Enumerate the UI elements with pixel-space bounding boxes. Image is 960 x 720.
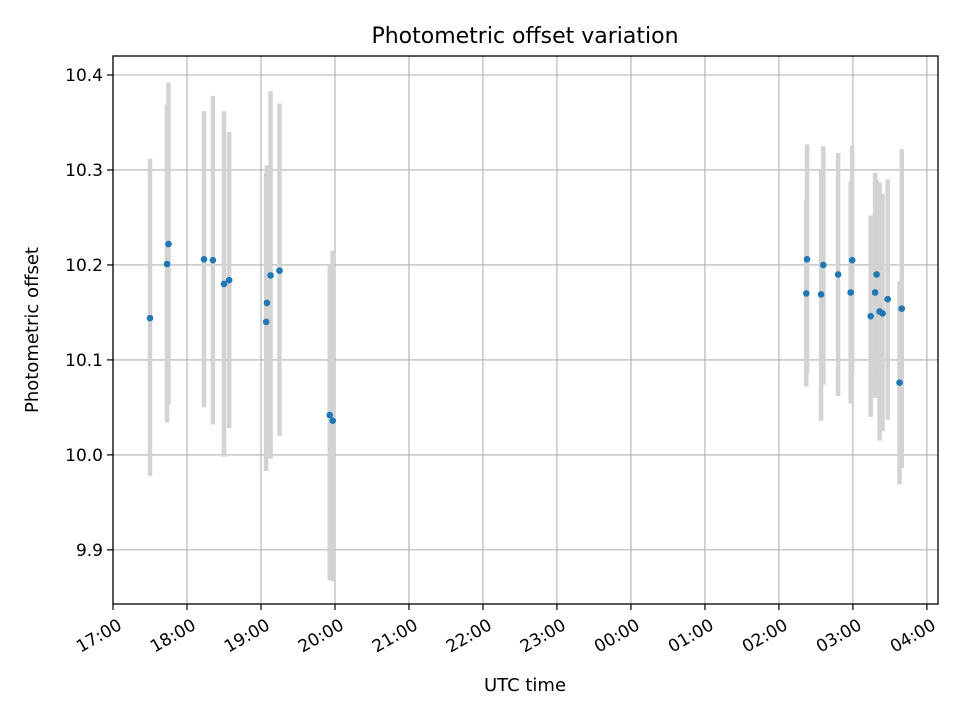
y-axis-ticks: 9.9 10.0 10.1 10.2 10.3 10.4 <box>65 66 113 561</box>
data-point <box>817 291 825 298</box>
data-point <box>848 256 856 264</box>
data-point <box>898 305 906 312</box>
grid-lines <box>112 56 938 604</box>
y-tick-label: 9.9 <box>76 541 103 561</box>
data-point <box>873 271 880 278</box>
data-point <box>220 280 228 288</box>
data-point <box>163 260 171 268</box>
chart-title: Photometric offset variation <box>371 24 678 49</box>
data-point <box>263 299 271 307</box>
data-points <box>146 240 906 425</box>
data-point <box>209 256 217 264</box>
data-point <box>834 271 842 278</box>
data-point <box>165 240 172 248</box>
y-tick-label: 10.2 <box>65 256 103 276</box>
x-tick-label: 03:00 <box>813 615 865 657</box>
x-tick-label: 17:00 <box>73 615 125 657</box>
data-point <box>267 272 274 279</box>
x-tick-label: 01:00 <box>665 615 717 657</box>
y-tick-label: 10.4 <box>65 66 103 86</box>
data-point <box>276 267 283 274</box>
data-point <box>867 312 874 320</box>
data-point <box>896 379 903 387</box>
data-point <box>200 255 208 263</box>
x-tick-label: 04:00 <box>887 615 939 657</box>
data-point <box>225 276 233 284</box>
x-tick-label: 22:00 <box>443 615 495 657</box>
x-tick-label: 20:00 <box>295 615 347 657</box>
data-point <box>847 289 854 296</box>
data-point <box>803 255 811 263</box>
y-tick-label: 10.1 <box>65 351 103 371</box>
error-bars <box>147 82 904 582</box>
x-tick-label: 02:00 <box>739 615 791 657</box>
x-tick-label: 21:00 <box>369 615 421 657</box>
x-tick-label: 23:00 <box>517 615 569 657</box>
plot-frame <box>112 55 939 605</box>
data-point <box>802 290 810 297</box>
x-axis-ticks: 17:00 18:00 19:00 20:00 21:00 22:00 23:00 00:00… <box>73 604 939 657</box>
data-point <box>326 411 334 419</box>
data-point <box>879 310 886 317</box>
data-point <box>262 318 270 326</box>
x-axis-label: UTC time <box>484 675 566 696</box>
data-point <box>820 261 827 269</box>
data-point <box>329 417 337 425</box>
data-point <box>871 289 879 296</box>
data-point <box>884 295 891 303</box>
y-tick-label: 10.0 <box>65 446 103 466</box>
x-tick-label: 00:00 <box>591 615 643 657</box>
y-axis-label: Photometric offset <box>22 247 43 413</box>
x-tick-label: 19:00 <box>221 615 273 657</box>
data-point <box>146 314 154 322</box>
x-tick-label: 18:00 <box>147 615 199 657</box>
y-tick-label: 10.3 <box>65 161 103 181</box>
